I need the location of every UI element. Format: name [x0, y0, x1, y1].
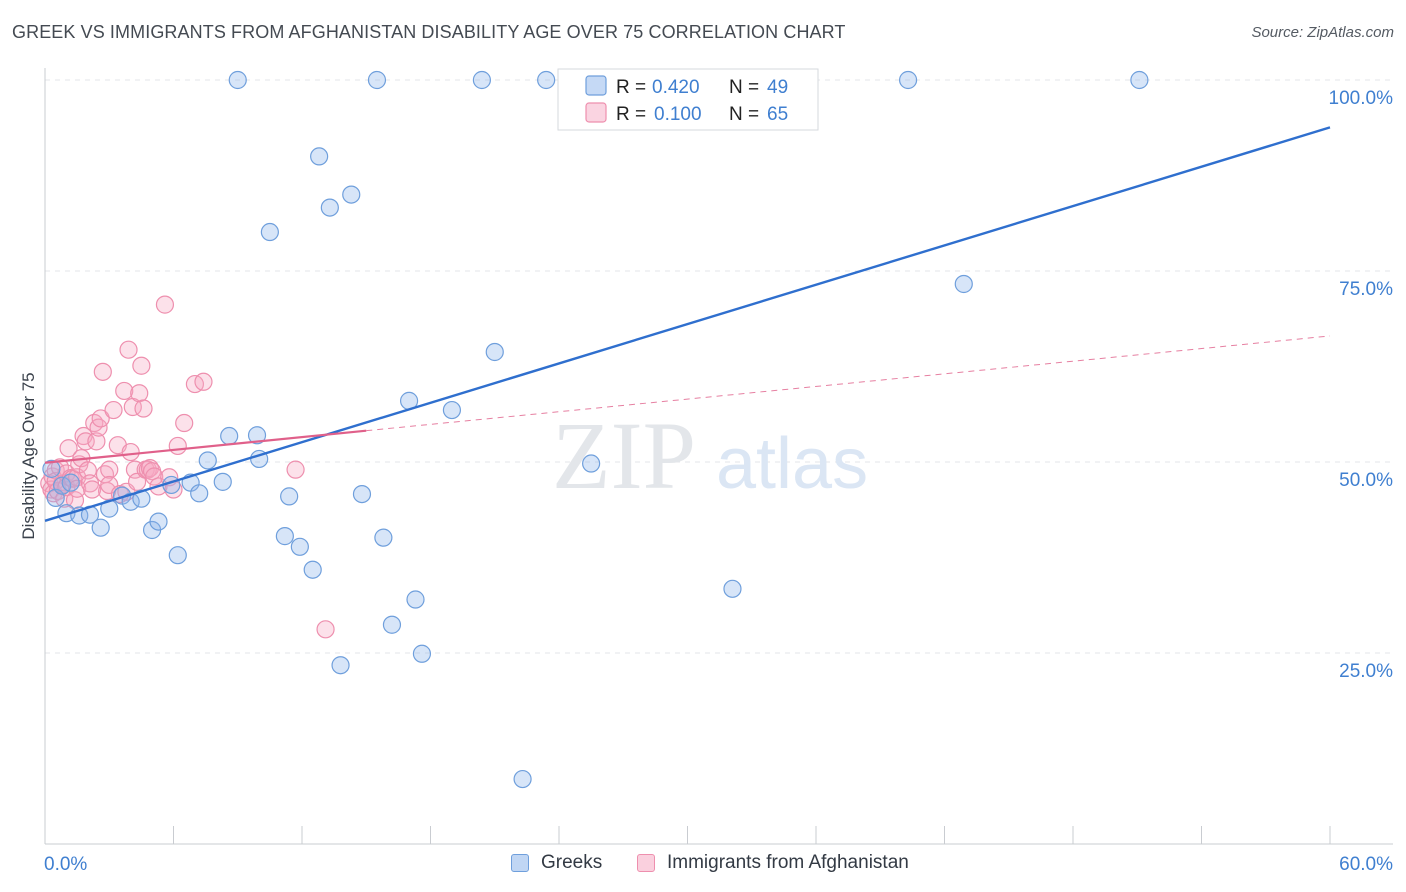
- data-point: [132, 356, 151, 375]
- data-point: [406, 590, 425, 609]
- data-point: [228, 70, 247, 90]
- data-point: [61, 473, 80, 492]
- data-point: [149, 512, 168, 531]
- legend-swatch-afghanistan-bottom: [637, 854, 655, 872]
- data-point: [352, 484, 372, 504]
- watermark-zip: ZIP: [552, 402, 696, 509]
- data-point: [220, 426, 239, 446]
- source-label: Source: ZipAtlas.com: [1251, 24, 1394, 41]
- data-point: [331, 656, 350, 675]
- trend-lines: [44, 126, 1331, 522]
- x-tick-label-min: 0.0%: [44, 854, 87, 875]
- data-point: [382, 615, 402, 634]
- data-point: [213, 472, 232, 491]
- data-point: [374, 528, 393, 547]
- legend-r-label-afghanistan: R =: [616, 104, 646, 125]
- legend-swatch-afghanistan: [585, 102, 607, 123]
- data-point: [310, 147, 329, 166]
- data-point: [190, 484, 209, 503]
- axes: [44, 68, 1393, 845]
- data-point: [100, 460, 119, 479]
- data-point: [140, 459, 160, 478]
- data-point: [286, 460, 305, 479]
- data-point: [42, 459, 61, 478]
- data-point: [87, 432, 106, 451]
- data-point: [194, 372, 213, 391]
- y-tick-label: 50.0%: [1339, 470, 1393, 491]
- data-point: [485, 342, 504, 362]
- y-axis-label: Disability Age Over 75: [19, 372, 38, 539]
- legend-label-afghanistan: Immigrants from Afghanistan: [667, 852, 909, 873]
- data-point: [121, 492, 140, 511]
- data-point: [155, 295, 175, 314]
- data-point: [104, 400, 123, 420]
- data-point: [91, 518, 110, 537]
- gridlines: [45, 79, 1393, 654]
- series-greeks: [42, 70, 1149, 789]
- legend-n-value-afghanistan: 65: [767, 104, 788, 125]
- data-point: [247, 426, 267, 445]
- legend-item-greeks: Greeks: [511, 852, 602, 874]
- data-point: [442, 400, 462, 420]
- legend-n-label-afghanistan: N =: [729, 104, 759, 125]
- legend-r-value-afghanistan: 0.100: [654, 104, 702, 125]
- data-point: [537, 70, 556, 90]
- data-point: [898, 70, 918, 90]
- data-point: [130, 384, 149, 403]
- data-point: [275, 527, 294, 546]
- watermark: ZIP atlas: [552, 402, 868, 509]
- legend-item-afghanistan: Immigrants from Afghanistan: [637, 852, 909, 874]
- data-point: [513, 769, 532, 789]
- legend-swatch-greeks: [585, 75, 607, 96]
- data-point: [280, 487, 299, 506]
- data-point: [342, 185, 361, 204]
- data-point: [76, 432, 95, 451]
- data-point: [316, 620, 335, 639]
- data-point: [93, 362, 112, 381]
- series-immigrants-from-afghanistan: [40, 295, 335, 639]
- data-point: [59, 439, 78, 458]
- data-point: [412, 644, 432, 663]
- y-tick-label: 25.0%: [1339, 661, 1393, 682]
- x-tick-label-max: 60.0%: [1339, 854, 1393, 875]
- data-point: [472, 70, 491, 90]
- tick-labels: 25.0% 50.0% 75.0% 100.0% 0.0% 60.0%: [44, 88, 1393, 875]
- data-point: [145, 467, 164, 486]
- legend-label-greeks: Greeks: [541, 852, 603, 873]
- y-tick-label: 100.0%: [1329, 88, 1394, 109]
- legend-n-value-greeks: 49: [767, 77, 788, 98]
- y-tick-label: 75.0%: [1339, 279, 1393, 300]
- data-point: [290, 537, 309, 556]
- data-point: [1130, 70, 1149, 90]
- trend-line-afghanistan-extension: [366, 335, 1331, 432]
- trend-line-afghanistan: [44, 429, 367, 464]
- data-point: [119, 340, 138, 359]
- trend-line-greeks: [44, 126, 1331, 522]
- data-point: [175, 413, 194, 433]
- watermark-atlas: atlas: [716, 424, 868, 504]
- bottom-legend: Greeks Immigrants from Afghanistan: [0, 852, 1406, 878]
- data-point: [83, 480, 102, 499]
- data-point: [723, 579, 742, 598]
- data-point: [582, 454, 601, 473]
- data-point: [168, 436, 187, 456]
- legend-swatch-greeks-bottom: [511, 854, 529, 872]
- data-point: [954, 274, 973, 294]
- data-point: [260, 222, 279, 242]
- chart-title: GREEK VS IMMIGRANTS FROM AFGHANISTAN DIS…: [12, 22, 846, 42]
- data-point: [91, 409, 110, 428]
- data-point: [198, 451, 217, 470]
- data-point: [121, 442, 140, 462]
- legend-n-label-greeks: N =: [729, 77, 759, 98]
- data-point: [303, 560, 322, 579]
- legend-r-label-greeks: R =: [616, 77, 646, 98]
- legend-r-value-greeks: 0.420: [652, 77, 700, 98]
- data-point: [320, 198, 339, 217]
- data-point: [134, 399, 153, 418]
- data-point: [367, 70, 387, 90]
- data-point: [168, 546, 187, 565]
- data-point: [115, 381, 134, 401]
- top-legend: R = 0.420 N = 49 R = 0.100 N = 65: [557, 68, 819, 131]
